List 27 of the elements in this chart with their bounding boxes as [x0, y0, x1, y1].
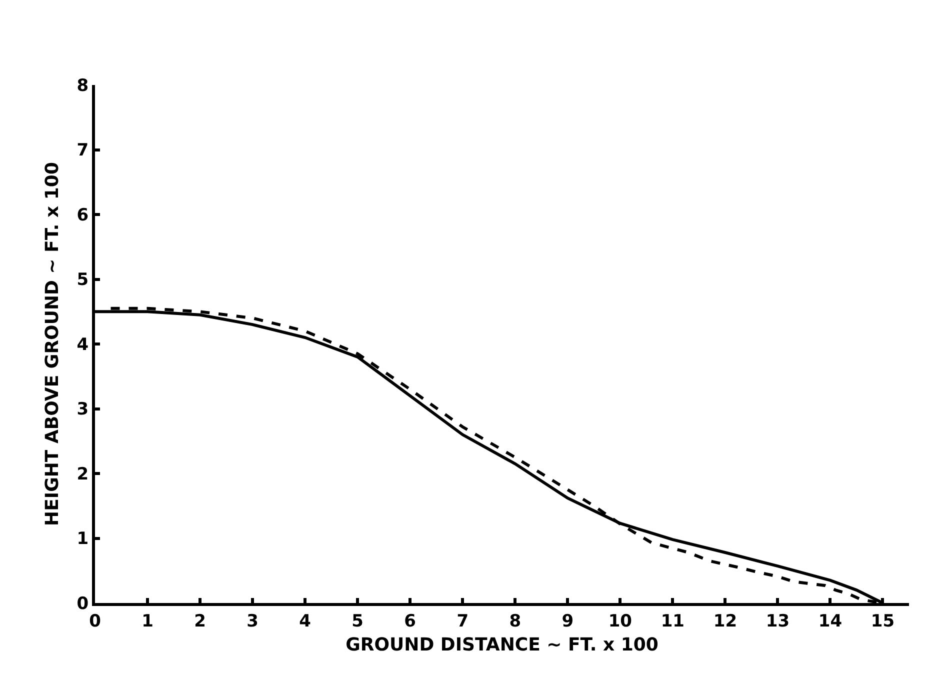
y-tick-label: 5	[76, 270, 89, 290]
y-tick-label: 1	[76, 529, 89, 550]
x-tick-label: 14	[818, 611, 842, 632]
x-tick-label: 1	[142, 611, 154, 632]
x-tick-label: 0	[89, 611, 102, 632]
x-tick-label: 10	[608, 611, 632, 632]
y-tick-label: 6	[76, 205, 89, 226]
x-tick-label: 6	[404, 611, 416, 632]
x-tick-label: 2	[194, 611, 206, 632]
y-tick-label: 4	[76, 334, 89, 355]
y-axis-title: HEIGHT ABOVE GROUND ~ FT. x 100	[42, 162, 63, 526]
x-tick-label: 9	[562, 611, 574, 632]
y-tick-label: 0	[76, 594, 89, 614]
x-tick-label: 13	[766, 611, 790, 632]
x-tick-label: 12	[713, 611, 738, 632]
x-tick-label: 3	[246, 611, 258, 632]
x-axis-title: GROUND DISTANCE ~ FT. x 100	[346, 634, 658, 656]
x-tick-label: 15	[870, 611, 895, 632]
y-tick-label: 3	[76, 400, 89, 420]
y-tick-label: 7	[76, 140, 89, 161]
x-tick-label: 11	[660, 611, 685, 632]
x-tick-label: 5	[352, 611, 364, 632]
y-tick-label: 8	[76, 76, 89, 96]
x-tick-label: 8	[509, 611, 522, 632]
x-tick-label: 7	[456, 611, 469, 632]
x-tick-label: 4	[299, 611, 312, 632]
y-tick-label: 2	[76, 464, 89, 484]
